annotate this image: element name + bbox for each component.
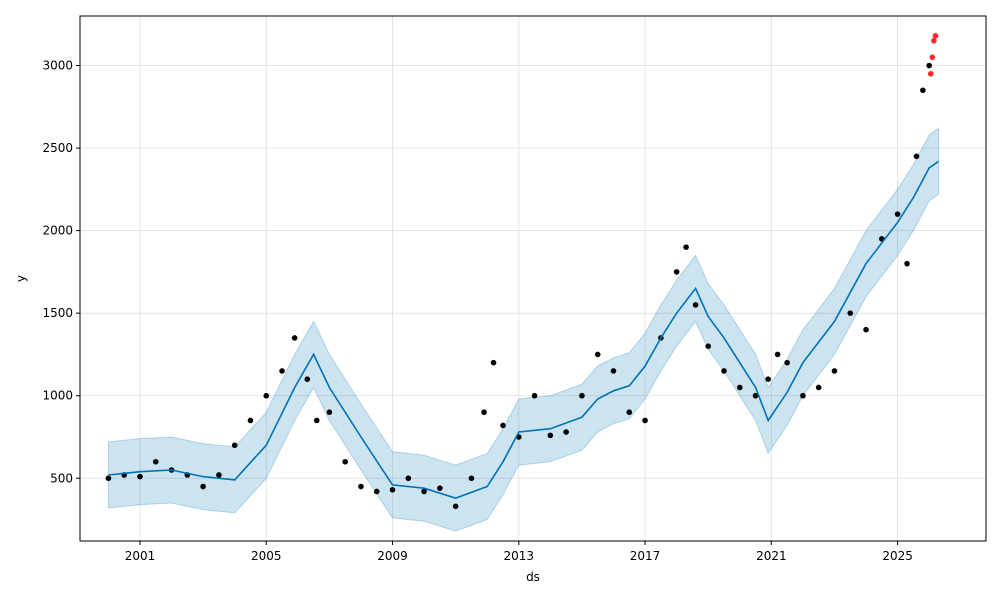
actual-point xyxy=(263,392,270,399)
outlier-point xyxy=(932,33,939,39)
actual-point xyxy=(326,409,333,416)
actual-point xyxy=(342,458,348,465)
actual-point xyxy=(405,475,412,482)
actual-point xyxy=(137,473,143,480)
actual-point xyxy=(389,487,396,493)
actual-point xyxy=(721,368,727,374)
actual-point xyxy=(531,392,538,399)
actual-point xyxy=(291,335,298,341)
actual-point xyxy=(784,359,790,366)
actual-point xyxy=(468,475,475,482)
plot-frame xyxy=(79,15,987,542)
actual-point xyxy=(304,376,311,383)
x-axis: 2001 2005 2009 2013 2017 2021 2025 xyxy=(125,541,913,563)
x-tick-label: 2021 xyxy=(756,549,787,563)
x-tick-label: 2017 xyxy=(630,549,661,563)
actual-point xyxy=(373,488,380,495)
outlier-point xyxy=(929,54,936,61)
y-tick-label: 1000 xyxy=(42,389,73,403)
actual-point xyxy=(904,260,910,267)
outlier-point xyxy=(927,70,934,77)
outlier-points xyxy=(927,33,939,77)
y-tick-label: 500 xyxy=(50,471,73,485)
actual-point xyxy=(279,368,285,374)
actual-point xyxy=(894,211,901,217)
actual-point xyxy=(500,422,506,429)
actual-point xyxy=(800,392,806,399)
x-tick-label: 2025 xyxy=(882,549,913,563)
x-tick-label: 2005 xyxy=(251,549,282,563)
actual-point xyxy=(594,351,601,358)
forecast-line xyxy=(108,160,940,499)
actual-point xyxy=(774,351,781,358)
y-tick-label: 1500 xyxy=(42,306,73,320)
actual-point xyxy=(642,417,648,424)
x-tick-label: 2001 xyxy=(125,549,156,563)
actual-point xyxy=(490,359,497,366)
actual-point xyxy=(683,244,689,250)
actual-point xyxy=(863,326,869,333)
y-axis-label: y xyxy=(14,275,28,282)
actual-point xyxy=(313,417,320,424)
y-tick-label: 2500 xyxy=(42,141,73,155)
actual-point xyxy=(105,475,112,482)
actual-point xyxy=(736,384,743,391)
actual-point xyxy=(765,376,771,383)
actual-point xyxy=(152,458,159,465)
y-axis: 500 1000 1500 2000 2500 3000 xyxy=(42,59,80,485)
actual-point xyxy=(421,488,427,495)
actual-point xyxy=(481,409,487,416)
actual-point xyxy=(231,442,238,449)
actual-point xyxy=(547,432,554,439)
actual-point xyxy=(920,87,926,94)
actual-point xyxy=(626,409,633,416)
actual-point xyxy=(831,368,838,374)
x-axis-label: ds xyxy=(526,570,540,584)
x-tick-label: 2009 xyxy=(377,549,408,563)
y-tick-label: 3000 xyxy=(42,59,73,73)
actual-point xyxy=(705,343,712,349)
outlier-point xyxy=(931,37,937,44)
actual-point xyxy=(926,62,932,69)
actual-point xyxy=(913,153,920,160)
actual-point xyxy=(692,302,699,308)
y-tick-label: 2000 xyxy=(42,224,73,238)
x-tick-label: 2013 xyxy=(504,549,535,563)
actual-point xyxy=(216,472,222,478)
actual-point xyxy=(452,503,459,510)
actual-point xyxy=(847,310,854,316)
actual-point xyxy=(673,269,680,275)
actual-point xyxy=(563,429,569,435)
uncertainty-band xyxy=(107,127,940,532)
actual-point xyxy=(200,483,206,490)
actual-point xyxy=(815,384,822,391)
actual-point xyxy=(437,485,443,491)
actual-point xyxy=(579,392,585,399)
actual-point xyxy=(752,392,759,399)
actual-point xyxy=(247,417,254,424)
actual-point xyxy=(610,368,617,374)
actual-point xyxy=(358,483,364,490)
